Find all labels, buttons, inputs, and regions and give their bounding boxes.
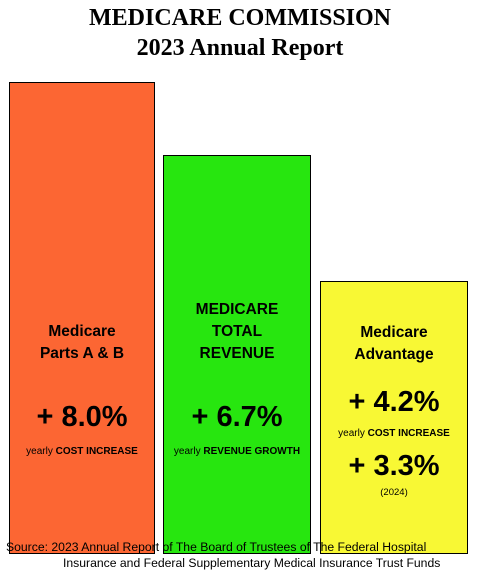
- bar-medicare-advantage: Medicare Advantage + 4.2% yearly COST IN…: [320, 281, 468, 554]
- bar-second-note: (2024): [380, 487, 408, 498]
- sub-bold: COST INCREASE: [55, 446, 138, 457]
- bar-sub-label: yearly REVENUE GROWTH: [164, 445, 310, 458]
- bar-label-line: TOTAL: [211, 323, 263, 340]
- chart-title-line2: 2023 Annual Report: [136, 35, 344, 61]
- bar-value-label: + 8.0%: [36, 401, 128, 433]
- bar-second-value-label: + 3.3%: [348, 450, 440, 482]
- source-line1: Source: 2023 Annual Report of The Board …: [6, 540, 427, 554]
- bar-label-line: Medicare: [360, 324, 428, 341]
- bar-label: MEDICARE TOTAL REVENUE: [164, 299, 310, 365]
- sub-prefix: yearly: [173, 446, 201, 457]
- bar-sub-label: yearly COST INCREASE: [321, 427, 467, 440]
- bar-label: Medicare Advantage: [321, 322, 467, 366]
- bar-label-line: Medicare: [48, 323, 116, 340]
- bar-label: Medicare Parts A & B: [10, 321, 154, 365]
- bar-medicare-total-revenue: MEDICARE TOTAL REVENUE + 6.7% yearly REV…: [163, 155, 311, 554]
- bar-sub-label: yearly COST INCREASE: [10, 445, 154, 458]
- source-line2: Insurance and Federal Supplementary Medi…: [63, 556, 441, 570]
- bar-value-label: + 4.2%: [348, 386, 440, 418]
- bar-label-line: Parts A & B: [39, 345, 125, 362]
- sub-prefix: yearly: [26, 446, 53, 457]
- bar-label-line: MEDICARE: [195, 301, 279, 318]
- bar-medicare-parts-a-b: Medicare Parts A & B + 8.0% yearly COST …: [9, 82, 155, 554]
- sub-prefix: yearly: [338, 428, 365, 439]
- bar-label-line: REVENUE: [199, 345, 275, 362]
- sub-bold: COST INCREASE: [367, 428, 450, 439]
- bar-value-label: + 6.7%: [191, 401, 283, 433]
- chart-title-line1: MEDICARE COMMISSION: [88, 5, 391, 31]
- sub-bold: REVENUE GROWTH: [203, 446, 301, 457]
- bar-label-line: Advantage: [354, 346, 434, 363]
